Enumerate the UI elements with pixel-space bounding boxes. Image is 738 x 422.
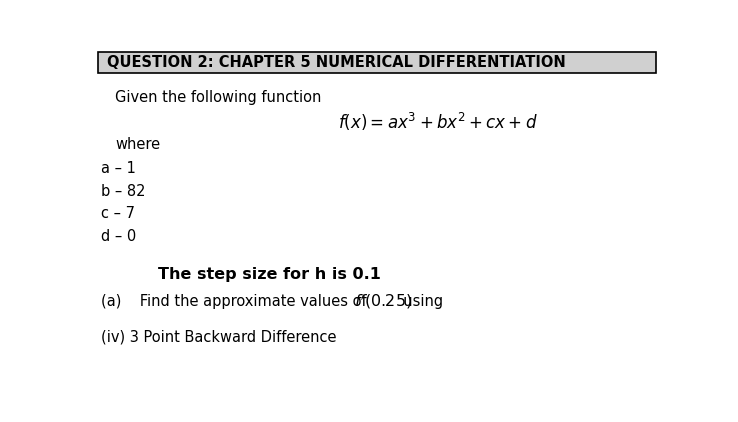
Text: where: where [115, 137, 160, 152]
Text: d – 0: d – 0 [101, 229, 136, 244]
Text: using: using [393, 294, 443, 309]
Text: QUESTION 2: CHAPTER 5 NUMERICAL DIFFERENTIATION: QUESTION 2: CHAPTER 5 NUMERICAL DIFFEREN… [106, 55, 565, 70]
Text: c – 7: c – 7 [101, 206, 135, 221]
Text: $f'(0.25)$: $f'(0.25)$ [354, 292, 412, 311]
Text: Given the following function: Given the following function [115, 90, 322, 105]
Text: (a)    Find the approximate values of: (a) Find the approximate values of [101, 294, 376, 309]
Bar [98, 52, 655, 73]
Text: The step size for h is 0.1: The step size for h is 0.1 [158, 267, 381, 282]
Text: b – 82: b – 82 [101, 184, 145, 198]
Text: (iv) 3 Point Backward Difference: (iv) 3 Point Backward Difference [101, 329, 337, 344]
Text: $f(x)=ax^3+bx^2+cx+d$: $f(x)=ax^3+bx^2+cx+d$ [338, 111, 538, 133]
Text: a – 1: a – 1 [101, 161, 136, 176]
